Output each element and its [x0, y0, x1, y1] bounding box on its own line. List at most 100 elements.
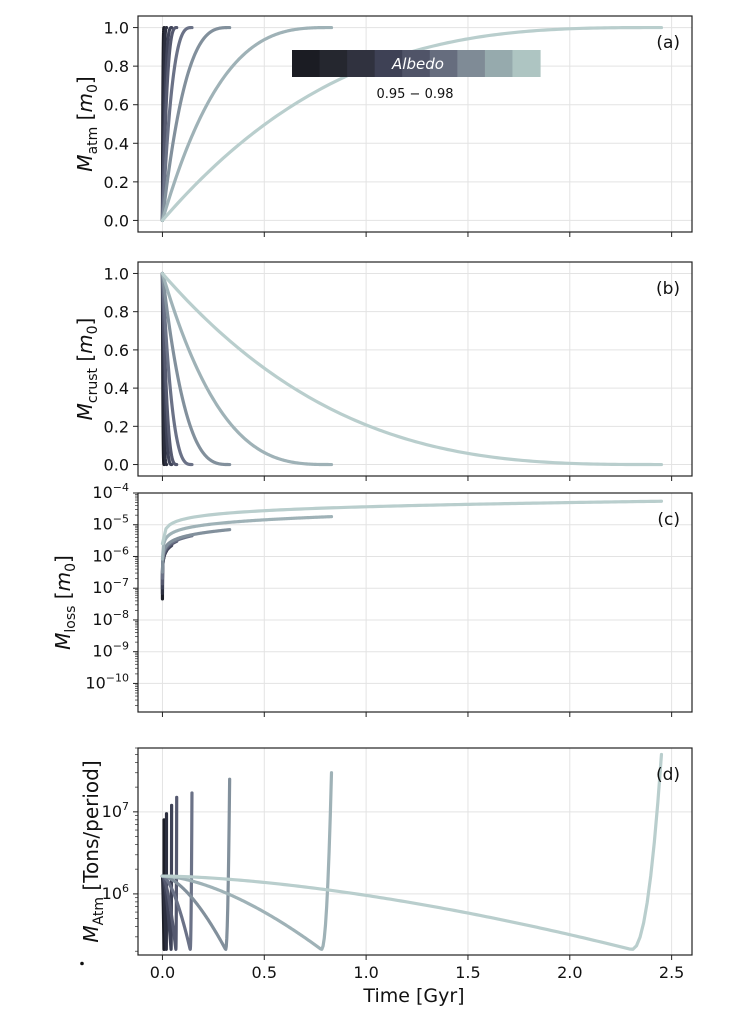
series-line-6	[160, 271, 334, 467]
colorbar-swatch	[512, 50, 541, 77]
overdot-mark	[80, 961, 84, 966]
y-axis-label: Matm [m0]	[73, 76, 101, 171]
y-axis-label: Mcrust [m0]	[73, 318, 101, 421]
x-axis-label: Time [Gyr]	[362, 985, 464, 1007]
y-axis-label: Mloss [m0]	[51, 555, 79, 650]
x-tick-label: 2.5	[659, 963, 684, 982]
x-tick-label: 1.0	[353, 963, 378, 982]
y-axis-label-unit-close: ]	[73, 318, 97, 326]
x-tick-label: 0.5	[252, 963, 277, 982]
y-tick-label: 10−7	[92, 576, 129, 597]
y-axis-label-unit-sub: 0	[85, 325, 101, 334]
panel-2-curves	[160, 499, 664, 601]
y-axis-label-unit-open: [	[51, 591, 75, 605]
y-axis-label-unit-open: [	[79, 883, 103, 897]
y-axis-label-main: M	[73, 154, 97, 171]
series-line-3	[160, 795, 179, 951]
y-tick-exponent: −10	[106, 671, 129, 684]
colorbar-swatch	[319, 50, 348, 77]
y-axis-label-main: M	[79, 925, 103, 942]
y-axis-label-sub: loss	[63, 606, 79, 633]
y-tick-label: 0.0	[104, 211, 129, 230]
colorbar-swatch	[429, 50, 458, 77]
panel-label: (b)	[656, 279, 680, 299]
series-line-5	[160, 528, 232, 574]
panel-1: 0.0 0.2 0.4 0.6 0.8 1.0 (b) Mcrust [m0]	[73, 261, 693, 481]
panels-group: 0.00.20.40.60.81.0(a)Matm [m0]0.00.20.40…	[51, 15, 693, 982]
y-axis-label-main: M	[73, 403, 97, 420]
y-tick-label: 0.6	[104, 341, 129, 360]
series-line-6	[160, 515, 334, 561]
colorbar-swatch	[374, 50, 403, 77]
y-axis-label-unit: m	[73, 93, 97, 112]
y-tick-label: 0.6	[104, 96, 129, 115]
y-axis-label-unit-close: ]	[51, 555, 75, 563]
y-tick-exponent: −4	[113, 481, 129, 494]
series-line-3	[160, 271, 179, 467]
panel-0: 0.0 0.2 0.4 0.6 0.8 1.0 (a) Matm [m0]	[73, 15, 693, 237]
panel-frame	[137, 492, 693, 713]
series-line-5	[160, 25, 232, 223]
y-tick-label: 10−6	[92, 544, 129, 565]
y-tick-exponent: −7	[113, 576, 129, 589]
y-tick-label: 10−9	[92, 640, 129, 661]
y-tick-label: 10−4	[92, 481, 129, 502]
series-line-4	[160, 25, 194, 223]
panel-frame	[137, 261, 693, 477]
y-tick-label: 0.0	[104, 456, 129, 475]
series-line-7	[160, 499, 664, 546]
y-axis-label-unit: m	[73, 334, 97, 353]
panel-label: (a)	[656, 33, 680, 53]
colorbar-swatch	[347, 50, 376, 77]
y-axis-label-unit-sub: 0	[63, 563, 79, 572]
series-line-4	[160, 271, 194, 467]
y-tick-exponent: −5	[113, 513, 129, 526]
panel-3-curves	[160, 752, 664, 951]
albedo-colorbar	[292, 50, 541, 77]
panel-label: (c)	[657, 510, 680, 530]
colorbar-swatch	[457, 50, 486, 77]
series-line-6	[160, 25, 334, 223]
y-axis-label-unit-sub: 0	[85, 84, 101, 93]
y-tick-label: 0.2	[104, 417, 129, 436]
y-tick-label: 10−8	[92, 608, 129, 629]
y-axis-label-sub: crust	[85, 367, 101, 403]
y-axis-label-unit-open: [	[73, 113, 97, 127]
x-tick-label: 1.5	[455, 963, 480, 982]
y-tick-exponent: 6	[122, 882, 129, 895]
series-line-4	[160, 791, 194, 951]
series-line-5	[160, 777, 232, 951]
y-tick-exponent: 7	[122, 800, 129, 813]
y-axis-label-unit: m	[51, 572, 75, 591]
y-tick-label: 0.4	[104, 379, 129, 398]
y-tick-exponent: −6	[113, 544, 129, 557]
y-tick-exponent: −9	[113, 640, 129, 653]
panel-frame	[137, 15, 693, 233]
x-tick-label: 0.0	[150, 963, 175, 982]
colorbar-swatch	[484, 50, 514, 77]
colorbar-range-label: 0.95 − 0.98	[376, 87, 453, 102]
y-tick-label: 10−5	[92, 513, 129, 534]
y-axis-label-sub: Atm	[91, 897, 107, 925]
x-tick-label: 2.0	[557, 963, 582, 982]
y-tick-exponent: −8	[113, 608, 129, 621]
colorbar-swatch	[402, 50, 431, 77]
colorbar-swatch	[292, 50, 321, 77]
y-tick-label: 1.0	[104, 264, 129, 283]
y-axis-label: MAtm [Tons/period]	[79, 760, 107, 942]
panel-label: (d)	[656, 765, 680, 785]
y-axis-label-unit-close: ]	[73, 76, 97, 84]
y-axis-label-unit-close: ]	[79, 760, 103, 768]
panel-1-curves	[160, 271, 664, 467]
y-tick-label: 0.2	[104, 173, 129, 192]
panel-frame	[137, 747, 693, 956]
series-line-7	[160, 752, 664, 951]
panel-2: 10−4 10−5 10−6 10−7 10−8 10−9 10−10 (c) Mloss [m…	[51, 481, 693, 717]
y-tick-label: 107	[102, 800, 129, 821]
y-tick-label: 10−10	[85, 671, 129, 692]
y-tick-label: 0.4	[104, 134, 129, 153]
y-tick-label: 0.8	[104, 303, 129, 322]
series-line-6	[160, 771, 334, 951]
